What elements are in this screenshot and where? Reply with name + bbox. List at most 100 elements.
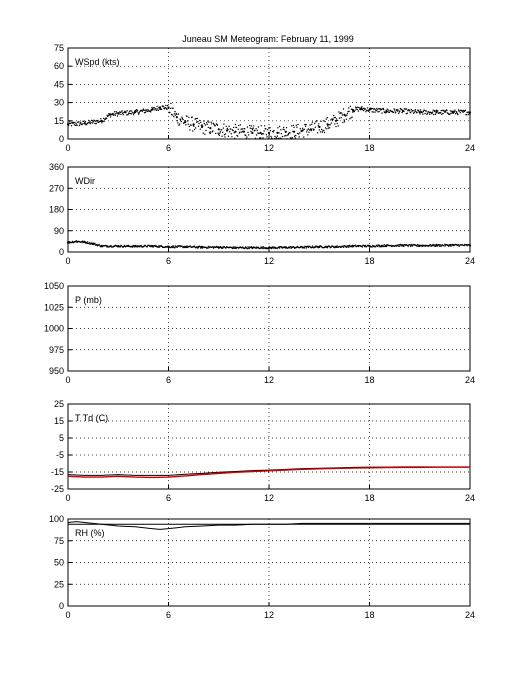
- data-point: [360, 107, 363, 110]
- data-point: [123, 245, 125, 248]
- data-point: [419, 109, 422, 111]
- data-point: [158, 246, 161, 248]
- data-point: [382, 107, 384, 110]
- data-point: [274, 138, 277, 140]
- data-point: [81, 240, 84, 242]
- data-point: [151, 106, 153, 109]
- data-point: [333, 117, 335, 119]
- data-point: [132, 114, 135, 116]
- data-point: [452, 111, 455, 114]
- data-point: [417, 244, 419, 246]
- data-point: [265, 134, 268, 136]
- data-point: [400, 108, 403, 111]
- data-point: [306, 131, 308, 133]
- data-point: [209, 127, 212, 130]
- data-point: [246, 248, 249, 250]
- data-point: [454, 109, 456, 111]
- data-point: [176, 113, 178, 116]
- data-point: [362, 107, 364, 110]
- data-point: [293, 135, 296, 137]
- data-point: [143, 112, 146, 114]
- data-point: [214, 125, 216, 127]
- data-point: [345, 114, 347, 117]
- data-point: [304, 125, 307, 128]
- data-point: [207, 126, 209, 129]
- data-point: [184, 245, 187, 248]
- data-point: [339, 112, 342, 114]
- data-point: [404, 108, 407, 110]
- data-point: [362, 109, 365, 112]
- data-point: [334, 116, 337, 119]
- data-point: [230, 128, 232, 130]
- data-point: [219, 131, 222, 133]
- data-point: [441, 109, 444, 112]
- data-point: [356, 106, 358, 109]
- y-tick-label: 0: [59, 134, 64, 144]
- data-point: [171, 107, 173, 109]
- data-point: [314, 246, 316, 248]
- data-point: [221, 135, 223, 137]
- data-point: [126, 114, 128, 116]
- data-point: [246, 126, 249, 128]
- data-point: [450, 110, 453, 112]
- data-point: [201, 124, 203, 126]
- data-point: [75, 240, 78, 243]
- y-tick-label: 270: [49, 183, 64, 193]
- data-point: [410, 112, 412, 114]
- data-point: [276, 135, 278, 137]
- data-point: [325, 118, 327, 120]
- data-point: [445, 111, 447, 113]
- data-point: [143, 245, 145, 248]
- data-point: [342, 246, 345, 248]
- data-point: [272, 131, 274, 133]
- data-point: [269, 127, 271, 129]
- data-point: [260, 247, 262, 249]
- data-point: [222, 131, 224, 134]
- data-point: [341, 112, 343, 114]
- data-point: [435, 244, 438, 247]
- data-point: [69, 121, 71, 123]
- data-point: [399, 110, 401, 112]
- data-point: [444, 111, 446, 113]
- data-point: [433, 245, 435, 247]
- data-point: [100, 245, 103, 248]
- data-point: [196, 121, 198, 123]
- data-point: [197, 247, 200, 249]
- data-point: [155, 109, 158, 112]
- data-point: [175, 116, 178, 119]
- data-point: [178, 123, 181, 125]
- x-tick-label: 18: [364, 256, 374, 266]
- data-point: [378, 110, 380, 113]
- data-point: [371, 107, 373, 110]
- data-point: [79, 123, 81, 125]
- data-point: [282, 128, 284, 130]
- data-point: [223, 123, 225, 125]
- y-tick-label: 0: [59, 601, 64, 611]
- data-point: [454, 113, 457, 115]
- data-point: [275, 136, 277, 139]
- data-point: [376, 245, 379, 248]
- data-point: [349, 244, 351, 246]
- data-point: [349, 105, 352, 108]
- data-point: [281, 138, 283, 140]
- y-tick-label: 5: [59, 433, 64, 443]
- data-point: [376, 107, 378, 110]
- data-point: [383, 244, 385, 246]
- data-point: [92, 242, 95, 245]
- data-point: [119, 246, 122, 248]
- data-point: [169, 111, 171, 114]
- series-line: [67, 521, 470, 530]
- data-point: [273, 138, 276, 140]
- data-point: [348, 110, 350, 113]
- data-point: [125, 111, 127, 113]
- data-point: [205, 129, 207, 132]
- data-point: [133, 245, 137, 248]
- data-point: [190, 124, 192, 126]
- data-point: [387, 109, 389, 111]
- x-tick-label: 24: [465, 610, 475, 620]
- data-point: [429, 113, 431, 116]
- data-point: [459, 112, 461, 114]
- data-point: [290, 247, 292, 249]
- data-point: [406, 108, 408, 110]
- data-point: [96, 121, 99, 123]
